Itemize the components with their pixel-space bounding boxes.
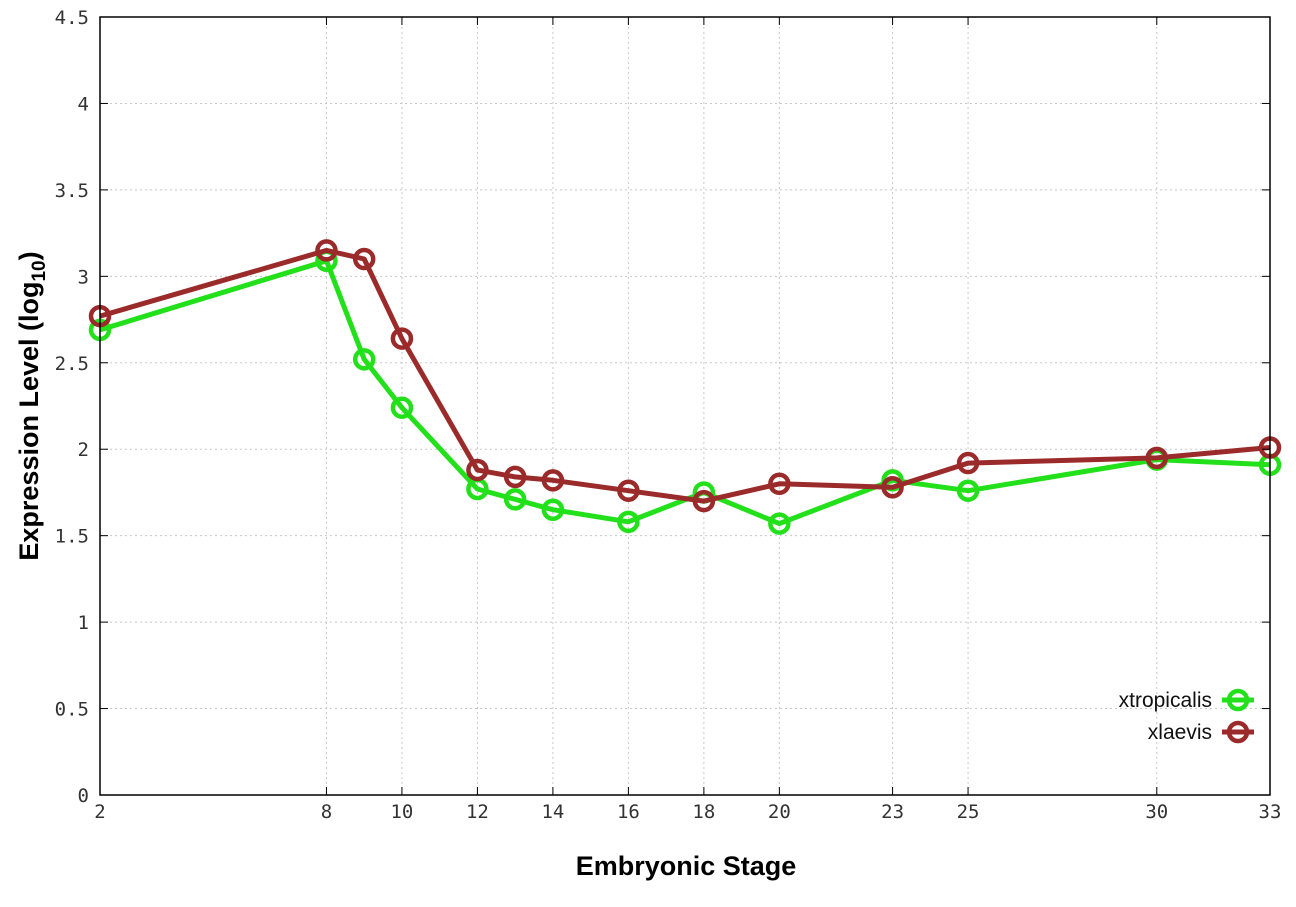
plot-frame	[99, 16, 1271, 796]
series-line-xlaevis	[99, 247, 1271, 504]
data-point-xtropicalis	[390, 396, 414, 419]
x-tick-label: 14	[541, 801, 564, 823]
axis-ticks	[99, 16, 1271, 796]
data-point-xlaevis	[503, 465, 527, 489]
y-tick-label: 0	[78, 785, 89, 807]
data-point-xlaevis	[881, 476, 904, 499]
legend-label: xtropicalis	[1119, 689, 1212, 712]
data-point-xlaevis	[315, 239, 338, 262]
y-tick-label: 4	[78, 93, 89, 115]
x-tick-label: 18	[692, 801, 715, 823]
y-tick-label: 4.5	[55, 7, 89, 29]
y-tick-label: 2	[78, 439, 89, 461]
x-tick-label: 23	[881, 801, 904, 823]
data-point-xtropicalis	[503, 488, 527, 511]
series-xtropicalis	[88, 249, 1282, 535]
legend-swatch-marker	[1226, 688, 1250, 712]
series-line-xtropicalis	[99, 258, 1271, 527]
legend-item: xtropicalis	[1119, 688, 1254, 712]
data-point-xtropicalis	[541, 498, 565, 521]
data-point-xtropicalis	[956, 479, 980, 502]
x-tick-labels: 2 8 10 12 14 16 18 20 23 25 30 33	[94, 801, 1281, 823]
data-point-xtropicalis	[768, 512, 791, 535]
data-point-xlaevis	[541, 469, 565, 492]
x-tick-label: 10	[390, 801, 413, 823]
y-tick-label: 3	[78, 266, 89, 288]
x-tick-label: 20	[768, 801, 791, 823]
y-tick-label: 3.5	[55, 180, 89, 202]
y-axis-title-close: )	[14, 251, 44, 260]
data-point-xlaevis	[352, 247, 376, 271]
x-tick-label: 30	[1145, 801, 1168, 823]
x-tick-label: 16	[617, 801, 640, 823]
series-lines	[88, 239, 1282, 535]
data-point-xlaevis	[956, 451, 980, 475]
x-tick-label: 2	[94, 801, 105, 823]
y-tick-label: 1.5	[55, 526, 89, 548]
legend-swatch-marker	[1226, 720, 1250, 744]
data-point-xlaevis	[1145, 446, 1169, 470]
x-tick-label: 8	[321, 801, 332, 823]
y-axis-title: Expression Level (log10)	[14, 251, 50, 560]
data-point-xlaevis	[466, 458, 489, 482]
data-point-xlaevis	[768, 472, 791, 496]
y-tick-labels: 0 0.5 1 1.5 2 2.5 3 3.5 4 4.5	[55, 7, 89, 807]
data-point-xlaevis	[692, 489, 716, 513]
x-tick-label: 12	[466, 801, 489, 823]
x-tick-label: 33	[1259, 801, 1282, 823]
y-axis-title-subscript: 10	[29, 260, 50, 281]
y-tick-label: 0.5	[55, 699, 89, 721]
legend: xtropicalis xlaevis	[1119, 688, 1254, 744]
x-axis-title: Embryonic Stage	[576, 851, 797, 881]
legend-label: xlaevis	[1148, 721, 1212, 744]
data-point-xlaevis	[390, 327, 414, 350]
data-point-xtropicalis	[352, 348, 376, 371]
y-axis-title-main: Expression Level (log	[14, 282, 44, 561]
y-tick-label: 2.5	[55, 353, 89, 375]
data-point-xlaevis	[617, 479, 640, 502]
grid	[100, 17, 1270, 795]
legend-item: xlaevis	[1148, 720, 1254, 744]
y-tick-label: 1	[78, 612, 89, 634]
data-point-xtropicalis	[617, 510, 640, 534]
x-tick-label: 25	[957, 801, 980, 823]
